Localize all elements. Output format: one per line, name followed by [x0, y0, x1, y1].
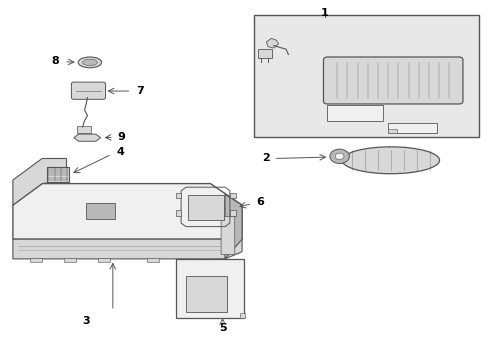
Text: 5: 5 — [218, 323, 226, 333]
Polygon shape — [266, 39, 278, 48]
Text: 6: 6 — [256, 197, 264, 207]
Bar — [239, 313, 244, 318]
Text: 7: 7 — [136, 86, 143, 96]
Bar — [176, 259, 244, 318]
Bar — [387, 129, 396, 134]
Bar — [30, 258, 42, 262]
Text: 2: 2 — [262, 153, 270, 163]
Text: 3: 3 — [82, 316, 90, 325]
Bar — [77, 126, 91, 133]
Polygon shape — [229, 193, 235, 198]
Polygon shape — [13, 158, 66, 205]
Bar — [188, 195, 223, 220]
Polygon shape — [176, 193, 181, 198]
Polygon shape — [387, 123, 436, 134]
Circle shape — [329, 149, 348, 163]
Bar — [98, 258, 110, 262]
FancyBboxPatch shape — [221, 217, 234, 255]
Polygon shape — [86, 203, 115, 220]
Bar — [64, 258, 76, 262]
Bar — [47, 167, 69, 182]
Text: 4: 4 — [116, 147, 124, 157]
Polygon shape — [13, 239, 242, 259]
Ellipse shape — [78, 57, 102, 68]
Ellipse shape — [82, 59, 97, 66]
Polygon shape — [176, 211, 181, 216]
Text: 1: 1 — [321, 8, 328, 18]
Ellipse shape — [341, 147, 439, 174]
FancyBboxPatch shape — [323, 57, 462, 104]
Bar — [181, 258, 193, 262]
Bar — [327, 105, 383, 121]
Polygon shape — [224, 194, 242, 259]
Bar — [254, 15, 478, 137]
Circle shape — [334, 153, 343, 159]
Polygon shape — [229, 211, 235, 216]
Bar — [257, 49, 272, 58]
FancyBboxPatch shape — [71, 82, 105, 99]
Text: 9: 9 — [117, 132, 125, 142]
Text: 8: 8 — [51, 56, 59, 66]
Bar — [210, 258, 222, 262]
Polygon shape — [13, 184, 242, 239]
Bar — [147, 258, 159, 262]
Bar — [185, 276, 227, 312]
Polygon shape — [74, 134, 101, 141]
